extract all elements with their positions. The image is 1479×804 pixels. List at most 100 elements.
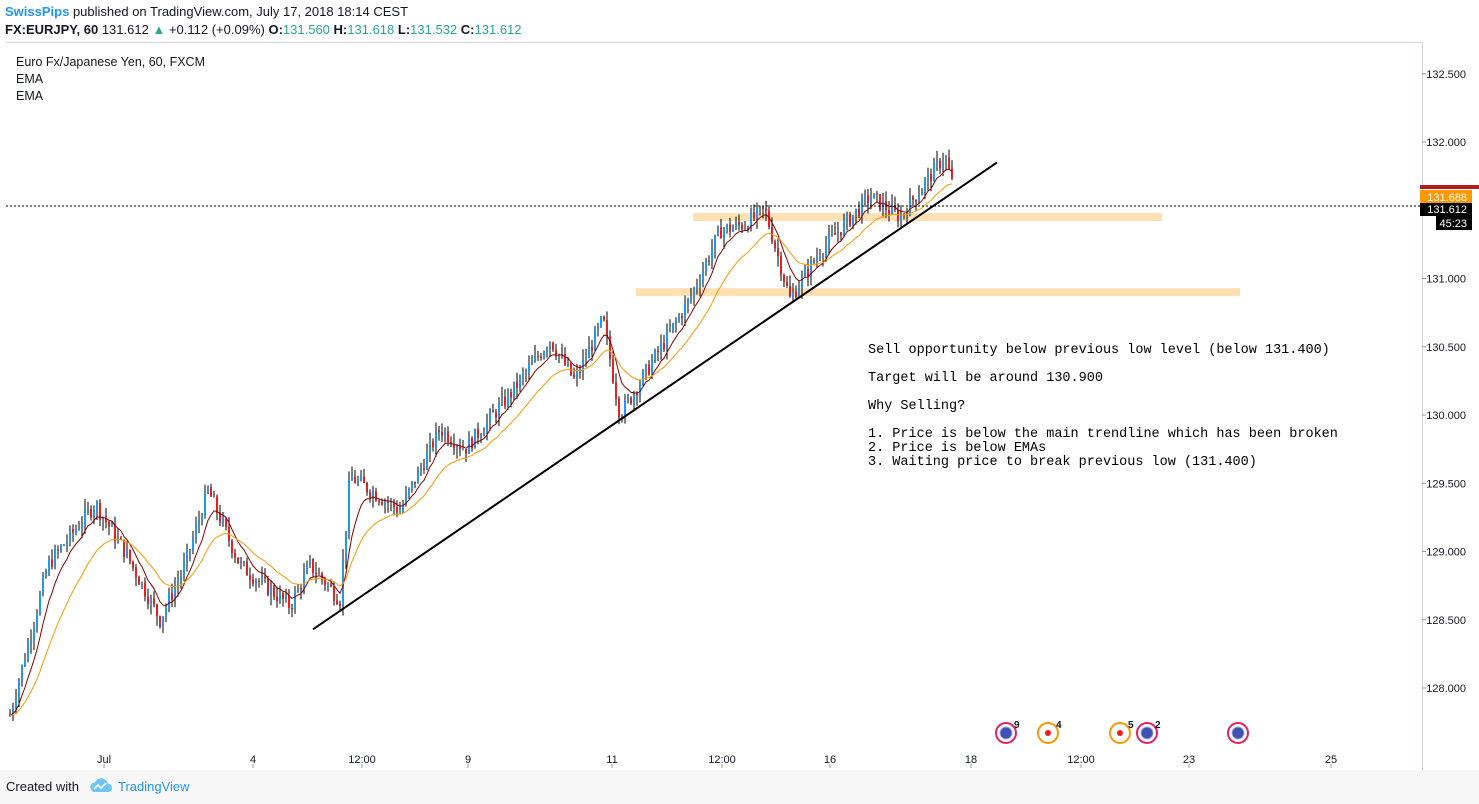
candle-up bbox=[855, 208, 857, 216]
tradingview-link[interactable]: TradingView bbox=[118, 779, 190, 794]
candle-up bbox=[543, 352, 545, 358]
candle-up bbox=[870, 198, 872, 203]
candle-up bbox=[303, 573, 305, 590]
candle-up bbox=[843, 220, 845, 236]
candle-up bbox=[498, 403, 500, 418]
candle-up bbox=[717, 227, 719, 236]
legend-ema-1[interactable]: EMA bbox=[16, 72, 44, 86]
candle-up bbox=[183, 562, 185, 576]
candle-down bbox=[258, 580, 260, 582]
x-tick-label: 4 bbox=[250, 754, 256, 766]
candle-down bbox=[378, 500, 380, 503]
candle-down bbox=[249, 575, 251, 580]
candle-up bbox=[30, 639, 32, 644]
candle-up bbox=[207, 487, 209, 492]
candle-up bbox=[357, 479, 359, 483]
candle-down bbox=[858, 208, 860, 217]
close-label: C: bbox=[460, 22, 475, 37]
candle-up bbox=[345, 531, 347, 560]
candle-down bbox=[333, 586, 335, 601]
candle-down bbox=[9, 715, 11, 717]
legend-ema-2[interactable]: EMA bbox=[16, 89, 44, 103]
economic-event-icon[interactable] bbox=[1227, 722, 1249, 744]
author-link[interactable]: SwissPips bbox=[5, 4, 70, 19]
candle-up bbox=[180, 575, 182, 582]
candle-up bbox=[921, 190, 923, 196]
candle-up bbox=[750, 212, 752, 230]
candle-up bbox=[660, 343, 662, 353]
economic-event-icon[interactable]: 9 bbox=[995, 720, 1020, 744]
candle-up bbox=[18, 681, 20, 699]
candle-up bbox=[243, 561, 245, 563]
candle-down bbox=[153, 598, 155, 605]
ema-price-marker bbox=[1420, 185, 1479, 189]
annotation-line-5: 2. Price is below EMAs bbox=[868, 441, 1047, 456]
candle-down bbox=[537, 355, 539, 357]
x-tick-label: 12:00 bbox=[708, 754, 736, 766]
candle-down bbox=[753, 212, 755, 219]
candle-up bbox=[531, 361, 533, 365]
candle-up bbox=[507, 392, 509, 406]
published-text: published on TradingView.com, July 17, 2… bbox=[72, 4, 409, 19]
candle-up bbox=[687, 299, 689, 304]
economic-event-icon[interactable]: 5 bbox=[1109, 720, 1134, 744]
x-tick-label: 11 bbox=[606, 754, 617, 766]
candle-up bbox=[87, 508, 89, 510]
candle-up bbox=[756, 207, 758, 219]
ema-price-label: 131.688 bbox=[1427, 192, 1467, 204]
candle-up bbox=[672, 323, 674, 330]
candle-down bbox=[441, 432, 443, 436]
candle-down bbox=[663, 343, 665, 349]
event-dot bbox=[1117, 730, 1123, 736]
candle-up bbox=[360, 476, 362, 480]
chart-frame bbox=[6, 42, 1423, 770]
candle-up bbox=[798, 288, 800, 298]
event-count: 4 bbox=[1056, 720, 1062, 731]
candle-down bbox=[636, 393, 638, 396]
candle-down bbox=[951, 168, 953, 179]
annotation-line-6: 3. Waiting price to break previous low (… bbox=[868, 455, 1257, 470]
candle-down bbox=[471, 438, 473, 449]
candle-up bbox=[309, 558, 311, 566]
candle-up bbox=[408, 488, 410, 494]
candle-up bbox=[675, 321, 677, 324]
high-value: 131.618 bbox=[347, 22, 395, 37]
candle-up bbox=[942, 162, 944, 169]
x-tick-label: Jul bbox=[97, 754, 111, 766]
candle-up bbox=[174, 587, 176, 600]
candle-up bbox=[198, 520, 200, 526]
candle-up bbox=[678, 316, 680, 322]
tradingview-cloud-icon bbox=[90, 778, 113, 792]
candle-up bbox=[15, 698, 17, 708]
candle-down bbox=[465, 449, 467, 454]
candle-down bbox=[366, 483, 368, 493]
candle-up bbox=[759, 206, 761, 208]
candle-down bbox=[765, 208, 767, 211]
candle-down bbox=[330, 584, 332, 587]
candle-up bbox=[696, 286, 698, 289]
candle-up bbox=[651, 361, 653, 375]
candle-down bbox=[540, 356, 542, 358]
candle-down bbox=[555, 350, 557, 357]
candle-down bbox=[99, 503, 101, 520]
candle-down bbox=[783, 275, 785, 282]
candle-up bbox=[666, 330, 668, 349]
economic-event-icon[interactable]: 4 bbox=[1037, 720, 1062, 744]
candle-down bbox=[114, 524, 116, 542]
economic-event-icon[interactable]: 2 bbox=[1136, 720, 1161, 744]
candle-down bbox=[447, 431, 449, 442]
candle-down bbox=[381, 502, 383, 505]
candle-down bbox=[273, 586, 275, 597]
candle-up bbox=[519, 376, 521, 389]
candle-down bbox=[129, 549, 131, 562]
candle-down bbox=[312, 558, 314, 573]
candle-down bbox=[939, 160, 941, 169]
candle-up bbox=[489, 411, 491, 422]
candle-up bbox=[735, 221, 737, 228]
low-value: 131.532 bbox=[410, 22, 458, 37]
candle-down bbox=[564, 354, 566, 365]
ema-slow-line bbox=[9, 183, 953, 716]
candle-down bbox=[930, 173, 932, 182]
candle-up bbox=[261, 576, 263, 581]
